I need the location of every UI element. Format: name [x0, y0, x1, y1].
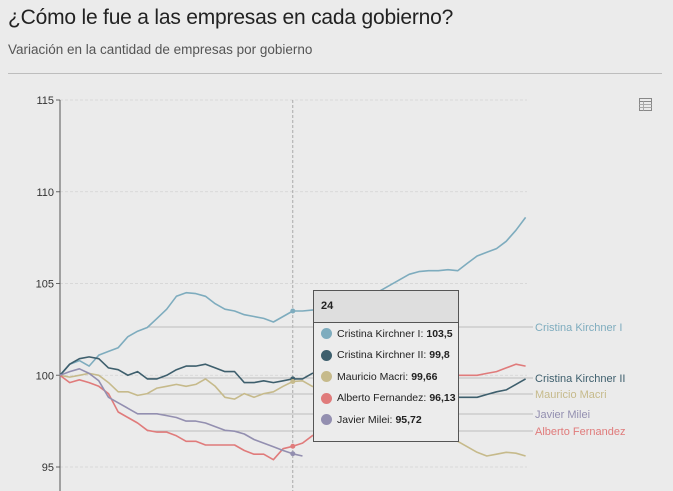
highlight-point — [290, 308, 296, 314]
series-dot-icon — [321, 392, 332, 404]
y-tick-label: 100 — [36, 370, 54, 382]
series-line-5 — [59, 368, 303, 457]
series-dot-icon — [321, 414, 332, 426]
tooltip-title: 24 — [314, 291, 458, 323]
y-tick-label: 115 — [36, 95, 54, 107]
y-tick-label: 95 — [42, 462, 54, 474]
y-tick-label: 110 — [36, 187, 54, 199]
chart-title: ¿Cómo le fue a las empresas en cada gobi… — [8, 6, 454, 29]
tooltip-label: Mauricio Macri: — [337, 370, 409, 383]
tooltip-label: Alberto Fernandez: — [337, 392, 427, 405]
table-icon[interactable] — [639, 98, 652, 111]
series-label: Alberto Fernandez — [535, 426, 626, 438]
tooltip-row: Mauricio Macri: 99,66 — [314, 366, 458, 388]
tooltip-value: 99,66 — [411, 370, 438, 383]
tooltip-row: Alberto Fernandez: 96,13 — [314, 388, 458, 410]
tooltip-label: Cristina Kirchner I: — [337, 327, 424, 340]
tooltip-label: Cristina Kirchner II: — [337, 349, 427, 362]
tooltip-row: Javier Milei: 95,72 — [314, 409, 458, 431]
series-dot-icon — [321, 349, 332, 361]
tooltip-value: 103,5 — [426, 327, 453, 340]
highlight-point — [290, 443, 296, 449]
y-tick-label: 105 — [36, 279, 54, 291]
tooltip-row: Cristina Kirchner II: 99,8 — [314, 345, 458, 367]
series-label: Javier Milei — [535, 409, 590, 421]
tooltip-label: Javier Milei: — [337, 413, 393, 426]
series-dot-icon — [321, 328, 332, 340]
tooltip-value: 95,72 — [395, 413, 422, 426]
chart-subtitle: Variación en la cantidad de empresas por… — [8, 42, 313, 57]
tooltip: 24 Cristina Kirchner I: 103,5 Cristina Ki… — [313, 290, 459, 442]
tooltip-row: Cristina Kirchner I: 103,5 — [314, 323, 458, 345]
tooltip-value: 99,8 — [429, 349, 450, 362]
series-dot-icon — [321, 371, 332, 383]
series-label: Cristina Kirchner II — [535, 373, 625, 385]
series-label: Cristina Kirchner I — [535, 322, 622, 334]
tooltip-value: 96,13 — [429, 392, 456, 405]
highlight-point — [290, 451, 296, 457]
highlight-point — [290, 378, 296, 384]
series-label: Mauricio Macri — [535, 389, 607, 401]
header-divider — [8, 73, 662, 74]
